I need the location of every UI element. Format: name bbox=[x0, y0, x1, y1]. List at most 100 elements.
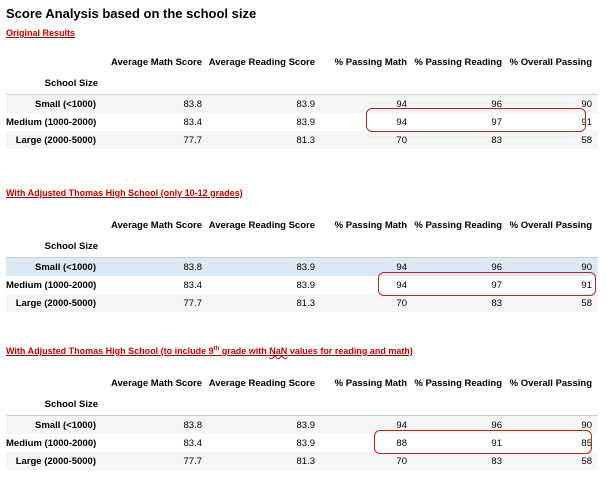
cell: 94 bbox=[396, 279, 407, 291]
cell: 58 bbox=[508, 452, 598, 470]
cell: 58 bbox=[508, 131, 598, 149]
table-adjusted-9th: Average Math Score Average Reading Score… bbox=[6, 373, 598, 470]
cell: 70 bbox=[321, 452, 413, 470]
header-overall: % Overall Passing bbox=[509, 56, 592, 68]
index-name: School Size bbox=[44, 398, 98, 410]
cell: 94 bbox=[396, 116, 407, 128]
heading-text: values for reading and math) bbox=[287, 346, 413, 356]
cell: 91 bbox=[491, 437, 502, 449]
index-header-row: School Size bbox=[6, 393, 598, 416]
header-pass-math: % Passing Math bbox=[334, 219, 407, 231]
cell: 96 bbox=[413, 415, 508, 434]
header-corner bbox=[6, 215, 104, 235]
table-row: Small (<1000) 83.8 83.9 94 96 90 bbox=[6, 94, 598, 113]
header-pass-reading: % Passing Reading bbox=[414, 377, 502, 389]
table-row: Small (<1000) 83.8 83.9 94 96 90 bbox=[6, 257, 598, 276]
table-adjusted-10-12: Average Math Score Average Reading Score… bbox=[6, 215, 598, 312]
cell: 77.7 bbox=[104, 452, 208, 470]
header-avg-reading: Average Reading Score bbox=[208, 56, 315, 68]
index-name: School Size bbox=[44, 240, 98, 252]
cell: 90 bbox=[508, 415, 598, 434]
header-avg-math: Average Math Score bbox=[111, 56, 202, 68]
cell: 88 bbox=[396, 437, 407, 449]
cell: 83 bbox=[413, 131, 508, 149]
table-row: Large (2000-5000) 77.7 81.3 70 83 58 bbox=[6, 131, 598, 149]
header-pass-math: % Passing Math bbox=[334, 377, 407, 389]
header-avg-reading: Average Reading Score bbox=[208, 219, 315, 231]
cell: 83.8 bbox=[104, 415, 208, 434]
row-label: Large (2000-5000) bbox=[6, 131, 104, 149]
section-heading-original: Original Results bbox=[6, 28, 76, 38]
cell: 81.3 bbox=[208, 131, 321, 149]
header-corner bbox=[6, 373, 104, 393]
header-avg-math: Average Math Score bbox=[111, 377, 202, 389]
cell: 83 bbox=[413, 452, 508, 470]
table-row: Small (<1000) 83.8 83.9 94 96 90 bbox=[6, 415, 598, 434]
cell: 70 bbox=[321, 294, 413, 312]
index-header-row: School Size bbox=[6, 235, 598, 258]
cell: 97 bbox=[491, 279, 502, 291]
heading-superscript: th bbox=[213, 346, 220, 352]
cell: 96 bbox=[413, 94, 508, 113]
heading-text: grade with bbox=[219, 346, 270, 356]
row-label: Large (2000-5000) bbox=[6, 452, 104, 470]
cell: 94 bbox=[321, 415, 413, 434]
column-header-row: Average Math Score Average Reading Score… bbox=[6, 215, 598, 235]
cell: 85 bbox=[581, 437, 592, 449]
cell: 83.4 bbox=[183, 279, 203, 291]
cell: 83.8 bbox=[104, 94, 208, 113]
cell: 81.3 bbox=[208, 452, 321, 470]
header-pass-math: % Passing Math bbox=[334, 56, 407, 68]
header-overall: % Overall Passing bbox=[509, 219, 592, 231]
cell: 83.4 bbox=[183, 437, 203, 449]
section-heading-adjusted-9th: With Adjusted Thomas High School (to inc… bbox=[6, 346, 413, 356]
cell: 81.3 bbox=[208, 294, 321, 312]
table-row: Medium (1000-2000) 83.4 83.9 88 91 85 bbox=[6, 434, 598, 452]
header-avg-math: Average Math Score bbox=[111, 219, 202, 231]
row-label: Small (<1000) bbox=[6, 94, 104, 113]
cell: 94 bbox=[321, 94, 413, 113]
cell: 77.7 bbox=[104, 294, 208, 312]
cell: 91 bbox=[581, 279, 592, 291]
table-row: Large (2000-5000) 77.7 81.3 70 83 58 bbox=[6, 294, 598, 312]
cell: 83.4 bbox=[183, 116, 203, 128]
header-pass-reading: % Passing Reading bbox=[414, 56, 502, 68]
cell: 77.7 bbox=[104, 131, 208, 149]
cell: 83.9 bbox=[296, 279, 316, 291]
cell: 83.9 bbox=[296, 116, 316, 128]
cell: 70 bbox=[321, 131, 413, 149]
cell: 91 bbox=[581, 116, 592, 128]
cell: 83.9 bbox=[208, 94, 321, 113]
column-header-row: Average Math Score Average Reading Score… bbox=[6, 52, 598, 72]
cell: 94 bbox=[321, 257, 413, 276]
cell: 58 bbox=[508, 294, 598, 312]
header-overall: % Overall Passing bbox=[509, 377, 592, 389]
table-row: Medium (1000-2000) 83.4 83.9 94 97 91 bbox=[6, 276, 598, 294]
cell: 90 bbox=[508, 257, 598, 276]
header-corner bbox=[6, 52, 104, 72]
row-label: Medium (1000-2000) bbox=[6, 437, 97, 449]
cell: 83.9 bbox=[208, 257, 321, 276]
cell: 97 bbox=[491, 116, 502, 128]
cell: 83 bbox=[413, 294, 508, 312]
row-label: Medium (1000-2000) bbox=[6, 279, 97, 291]
cell: 83.8 bbox=[104, 257, 208, 276]
heading-text: With Adjusted Thomas High School (to inc… bbox=[6, 346, 214, 356]
cell: 83.9 bbox=[296, 437, 316, 449]
page-title: Score Analysis based on the school size bbox=[6, 6, 257, 21]
table-row: Large (2000-5000) 77.7 81.3 70 83 58 bbox=[6, 452, 598, 470]
section-heading-adjusted-10-12: With Adjusted Thomas High School (only 1… bbox=[6, 188, 243, 198]
cell: 90 bbox=[508, 94, 598, 113]
table-row: Medium (1000-2000) 83.4 83.9 94 97 91 bbox=[6, 113, 598, 131]
row-label: Small (<1000) bbox=[6, 257, 104, 276]
heading-nan-text: NaN bbox=[269, 346, 288, 356]
header-avg-reading: Average Reading Score bbox=[208, 377, 315, 389]
cell: 96 bbox=[413, 257, 508, 276]
table-original: Average Math Score Average Reading Score… bbox=[6, 52, 598, 149]
index-name: School Size bbox=[44, 77, 98, 89]
header-pass-reading: % Passing Reading bbox=[414, 219, 502, 231]
index-header-row: School Size bbox=[6, 72, 598, 95]
row-label: Large (2000-5000) bbox=[6, 294, 104, 312]
column-header-row: Average Math Score Average Reading Score… bbox=[6, 373, 598, 393]
cell: 83.9 bbox=[208, 415, 321, 434]
